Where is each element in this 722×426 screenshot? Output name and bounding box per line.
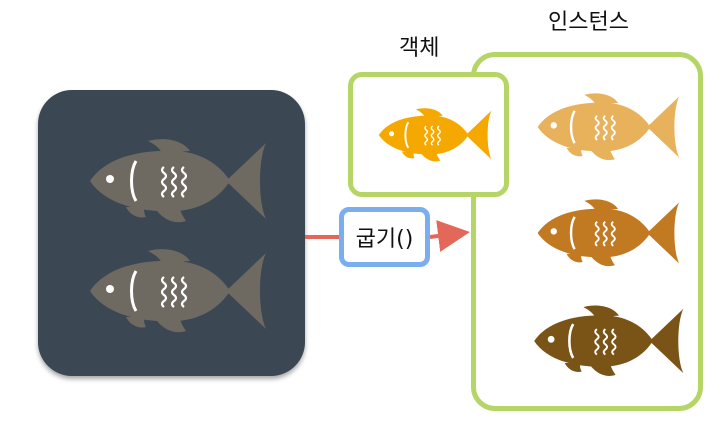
class-fish-1-icon xyxy=(90,139,266,223)
object-label: 객체 xyxy=(399,36,440,61)
method-label: 굽기() xyxy=(355,227,414,252)
class-fish-2-icon xyxy=(90,249,266,333)
instance-fish-3-icon xyxy=(534,305,684,376)
arrow-line-right xyxy=(429,220,470,252)
instance-fish-1-icon xyxy=(537,93,680,161)
method-label-box: 굽기() xyxy=(339,207,430,267)
object-fish-icon xyxy=(378,108,492,162)
instance-fish-2-icon xyxy=(537,199,680,267)
instance-label: 인스턴스 xyxy=(548,10,629,35)
